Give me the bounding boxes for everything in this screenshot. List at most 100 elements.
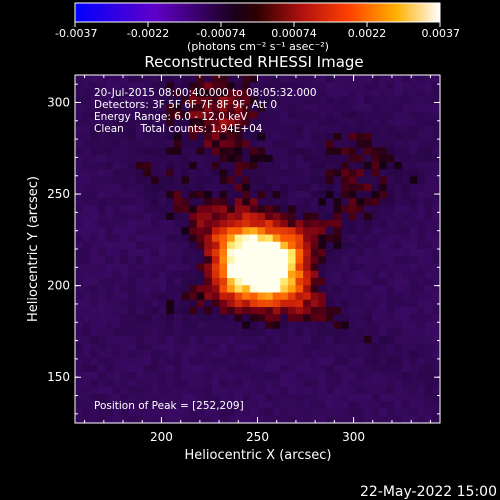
heatmap-cell bbox=[219, 140, 228, 149]
annotation-clean-counts: Clean Total counts: 1.94E+04 bbox=[94, 123, 263, 135]
heatmap-cell bbox=[280, 249, 289, 257]
heatmap-cell bbox=[113, 198, 122, 207]
heatmap-cell bbox=[348, 75, 357, 83]
heatmap-cell bbox=[211, 386, 221, 395]
heatmap-cell bbox=[432, 365, 441, 373]
heatmap-cell bbox=[105, 220, 114, 228]
heatmap-cell bbox=[158, 365, 167, 373]
heatmap-cell bbox=[325, 372, 335, 381]
heatmap-cell bbox=[173, 314, 183, 323]
heatmap-cell bbox=[363, 307, 373, 315]
heatmap-cell bbox=[113, 220, 122, 228]
heatmap-cell bbox=[234, 350, 243, 359]
heatmap-cell bbox=[189, 176, 198, 185]
heatmap-cell bbox=[166, 234, 175, 243]
heatmap-cell bbox=[341, 162, 350, 170]
heatmap-cell bbox=[303, 212, 312, 221]
heatmap-cell bbox=[325, 147, 335, 156]
heatmap-cell bbox=[386, 162, 395, 170]
heatmap-cell bbox=[287, 154, 297, 163]
heatmap-cell bbox=[417, 357, 426, 366]
heatmap-cell bbox=[363, 372, 373, 381]
heatmap-cell bbox=[356, 234, 365, 243]
heatmap-cell bbox=[219, 379, 228, 388]
heatmap-cell bbox=[143, 176, 152, 185]
heatmap-cell bbox=[318, 321, 327, 330]
heatmap-cell bbox=[113, 241, 122, 250]
heatmap-cell bbox=[280, 82, 289, 91]
heatmap-cell bbox=[295, 227, 304, 236]
heatmap-cell bbox=[341, 314, 350, 323]
heatmap-cell bbox=[272, 227, 281, 236]
heatmap-cell bbox=[219, 292, 228, 301]
heatmap-cell bbox=[401, 343, 411, 352]
heatmap-cell bbox=[135, 256, 145, 265]
heatmap-cell bbox=[348, 89, 357, 98]
heatmap-cell bbox=[128, 278, 137, 286]
heatmap-cell bbox=[287, 401, 297, 410]
heatmap-cell bbox=[356, 191, 365, 199]
heatmap-cell bbox=[97, 372, 107, 381]
heatmap-cell bbox=[280, 292, 289, 301]
heatmap-cell bbox=[333, 118, 342, 127]
heatmap-cell bbox=[257, 220, 266, 228]
heatmap-cell bbox=[173, 336, 183, 344]
heatmap-cell bbox=[120, 299, 129, 308]
heatmap-cell bbox=[242, 205, 251, 214]
heatmap-cell bbox=[280, 256, 289, 265]
heatmap-cell bbox=[272, 328, 281, 337]
heatmap-cell bbox=[181, 183, 190, 192]
heatmap-cell bbox=[128, 220, 137, 228]
heatmap-cell bbox=[173, 205, 183, 214]
heatmap-cell bbox=[173, 162, 183, 170]
heatmap-cell bbox=[325, 104, 335, 112]
heatmap-cell bbox=[227, 343, 236, 352]
heatmap-cell bbox=[348, 328, 357, 337]
heatmap-cell bbox=[211, 350, 221, 359]
heatmap-cell bbox=[280, 75, 289, 83]
x-tick-label: 200 bbox=[150, 430, 173, 444]
heatmap-cell bbox=[265, 249, 274, 257]
heatmap-cell bbox=[204, 82, 213, 91]
heatmap-cell bbox=[265, 379, 274, 388]
heatmap-cell bbox=[265, 176, 274, 185]
heatmap-cell bbox=[265, 241, 274, 250]
heatmap-cell bbox=[257, 154, 266, 163]
heatmap-cell bbox=[82, 386, 91, 395]
heatmap-cell bbox=[257, 350, 266, 359]
annotation-energy-range: Energy Range: 6.0 - 12.0 keV bbox=[94, 111, 248, 123]
heatmap-cell bbox=[371, 191, 380, 199]
heatmap-cell bbox=[325, 198, 335, 207]
heatmap-cell bbox=[325, 307, 335, 315]
heatmap-cell bbox=[75, 96, 84, 105]
heatmap-cell bbox=[310, 365, 319, 373]
heatmap-cell bbox=[379, 176, 388, 185]
heatmap-cell bbox=[242, 343, 251, 352]
heatmap-cell bbox=[166, 394, 175, 402]
heatmap-cell bbox=[363, 198, 373, 207]
heatmap-cell bbox=[75, 292, 84, 301]
heatmap-cell bbox=[181, 75, 190, 83]
heatmap-cell bbox=[196, 314, 205, 323]
heatmap-cell bbox=[371, 241, 380, 250]
heatmap-cell bbox=[204, 111, 213, 120]
heatmap-cell bbox=[158, 125, 167, 134]
heatmap-cell bbox=[181, 408, 190, 417]
heatmap-cell bbox=[295, 386, 304, 395]
heatmap-cell bbox=[424, 263, 433, 272]
heatmap-cell bbox=[82, 394, 91, 402]
heatmap-cell bbox=[242, 365, 251, 373]
heatmap-cell bbox=[196, 336, 205, 344]
heatmap-cell bbox=[90, 147, 99, 156]
heatmap-cell bbox=[272, 191, 281, 199]
heatmap-cell bbox=[204, 415, 213, 424]
heatmap-cell bbox=[135, 227, 145, 236]
heatmap-cell bbox=[310, 234, 319, 243]
heatmap-cell bbox=[204, 205, 213, 214]
heatmap-cell bbox=[424, 176, 433, 185]
heatmap-cell bbox=[227, 191, 236, 199]
heatmap-cell bbox=[348, 278, 357, 286]
heatmap-cell bbox=[432, 125, 441, 134]
heatmap-cell bbox=[196, 278, 205, 286]
heatmap-cell bbox=[432, 111, 441, 120]
